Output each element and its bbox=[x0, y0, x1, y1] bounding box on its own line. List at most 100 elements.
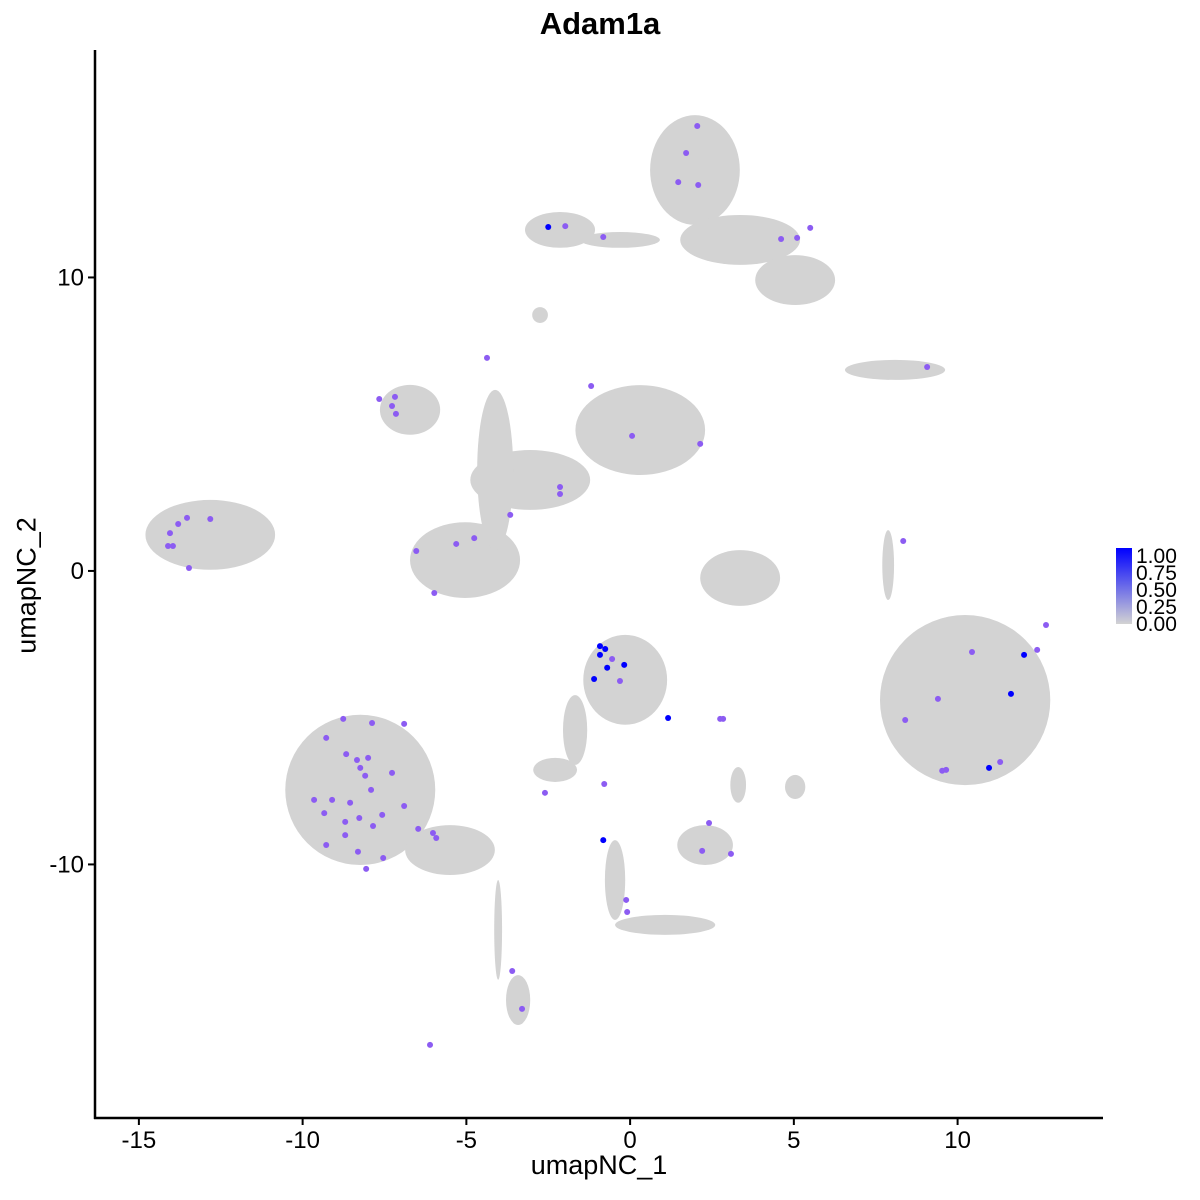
background-cell-cluster bbox=[615, 914, 716, 935]
background-cell-cluster bbox=[145, 499, 276, 570]
legend-colorbar bbox=[1116, 548, 1132, 624]
expressing-cell-point bbox=[169, 542, 176, 549]
expressing-cell-point bbox=[376, 395, 383, 402]
expressing-cell-point bbox=[699, 847, 706, 854]
expressing-cell-point bbox=[591, 675, 598, 682]
expressing-cell-point bbox=[185, 565, 192, 572]
expressing-cell-point bbox=[600, 837, 607, 844]
background-cell-cluster bbox=[533, 757, 578, 782]
expressing-cell-point bbox=[380, 854, 387, 861]
expressing-cell-point bbox=[545, 223, 552, 230]
expressing-cell-point bbox=[616, 677, 623, 684]
expressing-cell-point bbox=[807, 224, 814, 231]
expressing-cell-point bbox=[629, 432, 636, 439]
expressing-cell-point bbox=[727, 850, 734, 857]
background-cell-cluster bbox=[730, 766, 747, 803]
expressing-cell-point bbox=[311, 796, 318, 803]
background-cell-cluster bbox=[405, 825, 495, 875]
background-cell-cluster bbox=[575, 385, 706, 475]
expressing-cell-point bbox=[368, 786, 375, 793]
expressing-cell-point bbox=[509, 967, 516, 974]
expressing-cell-point bbox=[596, 651, 603, 658]
expressing-cell-point bbox=[165, 542, 172, 549]
legend-label: 1.00 bbox=[1136, 545, 1177, 568]
expressing-cell-point bbox=[604, 664, 611, 671]
y-tick-label: 0 bbox=[71, 558, 84, 585]
expressing-cell-point bbox=[557, 491, 564, 498]
expressing-cell-point bbox=[623, 896, 630, 903]
expressing-cell-point bbox=[1007, 690, 1014, 697]
expressing-cell-point bbox=[600, 233, 607, 240]
expressing-cell-point bbox=[184, 514, 191, 521]
expressing-cell-point bbox=[557, 484, 564, 491]
expressing-cell-point bbox=[369, 719, 376, 726]
y-axis-label: umapNC_2 bbox=[11, 517, 42, 654]
y-tick-label: -10 bbox=[49, 851, 84, 878]
expressing-cell-point bbox=[697, 440, 704, 447]
expressing-cell-point bbox=[363, 865, 370, 872]
chart-title: Adam1a bbox=[539, 6, 661, 41]
expressing-cell-point bbox=[362, 772, 369, 779]
background-cell-cluster bbox=[524, 212, 596, 248]
x-tick-label: -5 bbox=[456, 1127, 477, 1154]
expressing-cell-point bbox=[415, 825, 422, 832]
expressing-cell-point bbox=[694, 123, 701, 130]
background-cell-cluster bbox=[379, 384, 441, 435]
legend-label: 0.75 bbox=[1136, 562, 1177, 585]
expressing-cell-point bbox=[900, 538, 907, 545]
expressing-cell-point bbox=[347, 799, 354, 806]
expressing-cell-point bbox=[541, 789, 548, 796]
expressing-cell-point bbox=[1021, 651, 1028, 658]
expressing-cell-point bbox=[365, 754, 372, 761]
background-cell-cluster bbox=[882, 530, 895, 600]
expressing-cell-point bbox=[342, 832, 349, 839]
expressing-cell-point bbox=[342, 818, 349, 825]
expressing-cell-point bbox=[323, 734, 330, 741]
expressing-cell-point bbox=[329, 796, 336, 803]
background-cell-cluster bbox=[285, 714, 436, 866]
x-axis-label: umapNC_1 bbox=[530, 1150, 668, 1180]
expressing-cell-point bbox=[401, 803, 408, 810]
expressing-cell-point bbox=[986, 764, 993, 771]
expressing-cell-point bbox=[1043, 621, 1050, 628]
expressing-cell-point bbox=[166, 530, 173, 537]
background-cell-cluster bbox=[494, 879, 503, 980]
expressing-cell-point bbox=[356, 815, 363, 822]
expressing-cell-point bbox=[507, 511, 514, 518]
background-cell-cluster bbox=[505, 975, 531, 1025]
expressing-cell-point bbox=[413, 547, 420, 554]
expressing-cell-point bbox=[624, 908, 631, 915]
background-cell-cluster bbox=[680, 214, 801, 265]
expressing-cell-point bbox=[484, 354, 490, 361]
background-cell-cluster bbox=[755, 255, 836, 306]
expressing-cell-point bbox=[391, 393, 398, 400]
background-cell-cluster bbox=[785, 774, 806, 799]
expressing-cell-point bbox=[431, 589, 438, 596]
expressing-cell-point bbox=[943, 766, 950, 773]
expressing-cell-point bbox=[997, 759, 1004, 765]
expressing-cell-point bbox=[323, 842, 330, 849]
expressing-cell-point bbox=[720, 715, 727, 722]
expressing-cell-point bbox=[924, 363, 931, 370]
expressing-cell-point bbox=[340, 715, 347, 722]
x-tick-label: -15 bbox=[122, 1127, 157, 1154]
expressing-cell-point bbox=[453, 540, 460, 547]
legend-label: 0.00 bbox=[1136, 613, 1177, 636]
y-tick-label: 10 bbox=[57, 264, 84, 291]
background-cell-cluster bbox=[844, 359, 946, 380]
background-cell-cluster bbox=[650, 115, 740, 225]
expressing-cell-point bbox=[357, 764, 364, 771]
expressing-cell-point bbox=[175, 520, 182, 527]
expressing-cell-point bbox=[675, 179, 682, 186]
expressing-cell-point bbox=[321, 810, 328, 817]
x-tick-label: -10 bbox=[285, 1127, 320, 1154]
background-cell-cluster bbox=[677, 825, 733, 866]
expressing-cell-point bbox=[602, 646, 609, 653]
expressing-cell-point bbox=[1034, 646, 1041, 653]
expressing-cell-point bbox=[695, 182, 702, 189]
background-cell-cluster bbox=[562, 695, 588, 765]
expressing-cell-point bbox=[621, 661, 628, 668]
expressing-cell-point bbox=[353, 756, 360, 763]
expressing-cell-point bbox=[389, 769, 396, 776]
